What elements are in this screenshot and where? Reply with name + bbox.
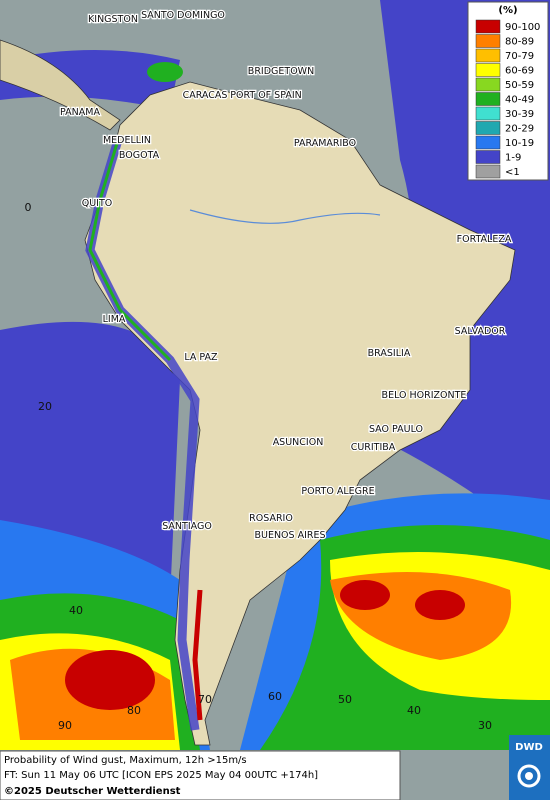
city-label: SANTIAGO xyxy=(162,521,212,532)
city-label: PORT OF SPAIN xyxy=(230,90,301,101)
legend-swatch xyxy=(475,48,501,63)
longitude-label: 40 xyxy=(407,704,421,717)
city-label: SANTO DOMINGO xyxy=(141,10,225,21)
city-label: BOGOTA xyxy=(119,150,160,161)
legend-swatch xyxy=(475,164,501,179)
city-label: LIMA xyxy=(103,314,126,325)
legend-label: 80-89 xyxy=(505,37,534,48)
logo-text: DWD xyxy=(515,742,543,753)
city-label: MEDELLIN xyxy=(103,135,151,146)
logo: DWD xyxy=(509,735,550,800)
land xyxy=(0,39,516,746)
legend-swatch xyxy=(475,34,501,48)
city-label: ASUNCION xyxy=(273,437,324,448)
longitude-label: 90 xyxy=(58,719,72,732)
city-label: KINGSTON xyxy=(88,14,138,25)
city-label: PORTO ALEGRE xyxy=(301,486,374,497)
city-label: BUENOS AIRES xyxy=(254,530,325,541)
legend-swatch xyxy=(475,150,501,164)
legend-label: 60-69 xyxy=(505,66,534,77)
city-label: FORTALEZA xyxy=(457,234,512,245)
legend-label: 50-59 xyxy=(505,80,534,91)
legend-label: 30-39 xyxy=(505,109,534,120)
latitude-label: 0 xyxy=(25,201,32,214)
legend-label: <1 xyxy=(505,167,520,178)
city-label: BRIDGETOWN xyxy=(248,66,314,77)
legend: (%) 90-100 80-89 70-79 60-69 50-59 40-49 30-39… xyxy=(467,1,549,181)
city-label: ROSARIO xyxy=(249,513,293,524)
city-label: BELO HORIZONTE xyxy=(382,390,467,401)
longitude-label: 70 xyxy=(198,693,212,706)
legend-swatch xyxy=(475,106,501,121)
city-label: LA PAZ xyxy=(184,352,218,363)
city-label: PARAMARIBO xyxy=(294,138,356,149)
longitude-label: 30 xyxy=(478,719,492,732)
city-label: CARACAS xyxy=(183,90,228,101)
legend-swatch xyxy=(475,77,501,92)
legend-label: 40-49 xyxy=(505,95,534,106)
legend-label: 10-19 xyxy=(505,138,534,149)
city-label: SAO PAULO xyxy=(369,424,423,435)
legend-swatch xyxy=(475,19,501,34)
longitude-label: 60 xyxy=(268,690,282,703)
city-label: CURITIBA xyxy=(351,442,396,453)
legend-swatch xyxy=(475,63,501,77)
longitude-label: 50 xyxy=(338,693,352,706)
grid-labels: 0 20 40 90 80 70 60 50 40 30 xyxy=(25,201,493,732)
footer-line: Probability of Wind gust, Maximum, 12h >… xyxy=(4,755,247,766)
city-label: BRASILIA xyxy=(368,348,411,359)
legend-label: 1-9 xyxy=(505,153,521,164)
footer-line: FT: Sun 11 May 06 UTC [ICON EPS 2025 May… xyxy=(4,770,318,781)
legend-label: 90-100 xyxy=(505,22,540,33)
legend-swatch xyxy=(475,135,501,150)
legend-swatch xyxy=(475,92,501,106)
footer: Probability of Wind gust, Maximum, 12h >… xyxy=(0,750,401,801)
city-label: SALVADOR xyxy=(455,326,506,337)
city-label: QUITO xyxy=(82,198,113,209)
legend-label: 70-79 xyxy=(505,51,534,62)
city-label: PANAMA xyxy=(60,107,100,118)
legend-items: 90-100 80-89 70-79 60-69 50-59 40-49 30-39 20-2… xyxy=(475,19,540,179)
footer-line: ©2025 Deutscher Wetterdienst xyxy=(4,786,181,797)
latitude-label: 20 xyxy=(38,400,52,413)
legend-swatch xyxy=(475,121,501,135)
latitude-label: 40 xyxy=(69,604,83,617)
legend-label: 20-29 xyxy=(505,124,534,135)
longitude-label: 80 xyxy=(127,704,141,717)
legend-title: (%) xyxy=(498,5,517,16)
